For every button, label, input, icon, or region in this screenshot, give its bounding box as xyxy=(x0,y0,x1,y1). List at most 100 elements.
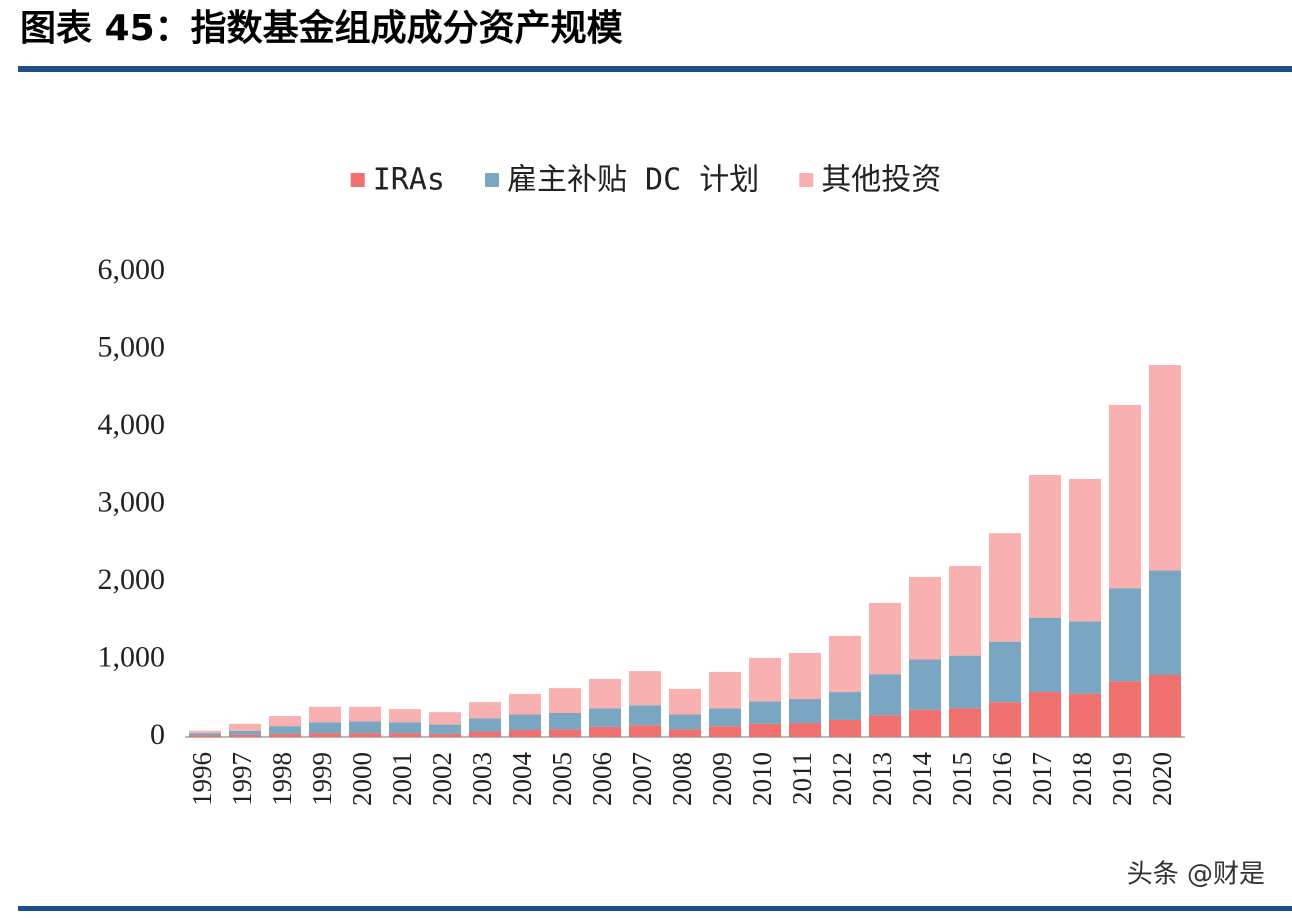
bar-segment xyxy=(749,723,781,737)
x-tick-label: 2001 xyxy=(387,752,417,806)
x-tick-label: 2019 xyxy=(1107,752,1137,806)
bar-segment xyxy=(429,733,461,737)
bar-segment xyxy=(629,671,661,706)
watermark: 头条 @财是 xyxy=(1127,860,1265,890)
chart-title: 图表 45：指数基金组成成分资产规模 xyxy=(20,7,623,49)
bar-segment xyxy=(389,733,421,737)
bar-segment xyxy=(589,726,621,737)
legend-label: IRAs xyxy=(373,163,445,198)
x-tick-label: 2017 xyxy=(1027,752,1057,806)
bar-segment xyxy=(269,726,301,734)
bar-segment xyxy=(309,706,341,723)
bar-segment xyxy=(349,706,381,722)
bar-segment xyxy=(229,730,261,735)
legend-swatch xyxy=(350,173,365,187)
bar-segment xyxy=(509,730,541,737)
bar-segment xyxy=(669,688,701,715)
legend-swatch xyxy=(485,173,499,187)
y-tick-label: 0 xyxy=(150,718,165,751)
bar-segment xyxy=(989,533,1021,642)
bar-segment xyxy=(549,688,581,713)
legend-label: 其他投资 xyxy=(821,163,941,198)
bar-segment xyxy=(989,641,1021,703)
bar-segment xyxy=(429,724,461,734)
x-tick-label: 2018 xyxy=(1067,752,1097,806)
bar-segment xyxy=(1069,621,1101,694)
bar-segment xyxy=(669,714,701,730)
x-tick-label: 2016 xyxy=(987,752,1017,806)
x-tick-label: 2012 xyxy=(827,752,857,806)
bar-segment xyxy=(589,678,621,709)
bottom-rule xyxy=(18,906,1292,911)
bar-segment xyxy=(269,716,301,727)
title-rule xyxy=(18,66,1292,72)
x-tick-label: 2002 xyxy=(427,752,457,806)
bar-segment xyxy=(1149,675,1181,737)
bar-segment xyxy=(1149,570,1181,675)
bar-segment xyxy=(1029,617,1061,693)
bar-segment xyxy=(1109,681,1141,737)
bar-segment xyxy=(229,723,261,731)
x-tick-label: 1997 xyxy=(227,752,257,806)
bar-segment xyxy=(629,705,661,726)
bar-segment xyxy=(189,735,221,737)
bar-segment xyxy=(189,730,221,734)
bar-segment xyxy=(549,729,581,737)
bar-segment xyxy=(909,659,941,710)
bar-segment xyxy=(229,734,261,737)
x-tick-label: 2005 xyxy=(547,752,577,806)
bar-segment xyxy=(629,725,661,737)
bar-segment xyxy=(949,566,981,656)
bar-segment xyxy=(749,701,781,724)
x-tick-label: 2020 xyxy=(1147,752,1177,806)
y-tick-label: 3,000 xyxy=(98,485,166,518)
bar-segment xyxy=(1069,478,1101,622)
bar-segment xyxy=(389,709,421,723)
x-tick-label: 1999 xyxy=(307,752,337,806)
bar-segment xyxy=(829,635,861,693)
bar-segment xyxy=(509,714,541,731)
x-tick-label: 1998 xyxy=(267,752,297,806)
bar-segment xyxy=(869,715,901,737)
bar-segment xyxy=(669,729,701,737)
bar-segment xyxy=(469,702,501,719)
bar-segment xyxy=(349,721,381,734)
x-tick-label: 2004 xyxy=(507,752,537,807)
bar-segment xyxy=(749,657,781,702)
bar-segment xyxy=(869,602,901,675)
y-tick-label: 1,000 xyxy=(98,640,166,673)
legend-swatch xyxy=(799,173,814,187)
legend-label: 雇主补贴 DC 计划 xyxy=(507,163,759,198)
x-tick-label: 1996 xyxy=(187,752,217,806)
x-tick-label: 2006 xyxy=(587,752,617,806)
bar-segment xyxy=(1149,365,1181,571)
bar-segment xyxy=(429,712,461,725)
bar-segment xyxy=(869,674,901,716)
x-tick-label: 2007 xyxy=(627,752,657,806)
y-tick-label: 5,000 xyxy=(98,330,166,363)
bar-segment xyxy=(389,722,421,734)
y-tick-label: 6,000 xyxy=(98,253,166,286)
bar-segment xyxy=(949,655,981,709)
x-tick-label: 2015 xyxy=(947,752,977,806)
x-tick-label: 2008 xyxy=(667,752,697,806)
bar-segment xyxy=(589,708,621,727)
y-tick-label: 2,000 xyxy=(98,563,166,596)
bar-segment xyxy=(1109,404,1141,589)
bar-segment xyxy=(189,733,221,736)
bar-segment xyxy=(1029,475,1061,618)
bar-segment xyxy=(469,718,501,732)
bar-segment xyxy=(1109,588,1141,682)
bar-segment xyxy=(309,722,341,734)
bar-segment xyxy=(829,692,861,720)
bar-segment xyxy=(949,708,981,737)
bar-segment xyxy=(909,576,941,660)
bar-segment xyxy=(829,719,861,737)
x-tick-label: 2000 xyxy=(347,752,377,806)
bar-segment xyxy=(1029,692,1061,737)
x-tick-label: 2009 xyxy=(707,752,737,806)
bar-segment xyxy=(509,693,541,715)
x-tick-label: 2011 xyxy=(787,752,817,805)
bar-segment xyxy=(469,731,501,737)
